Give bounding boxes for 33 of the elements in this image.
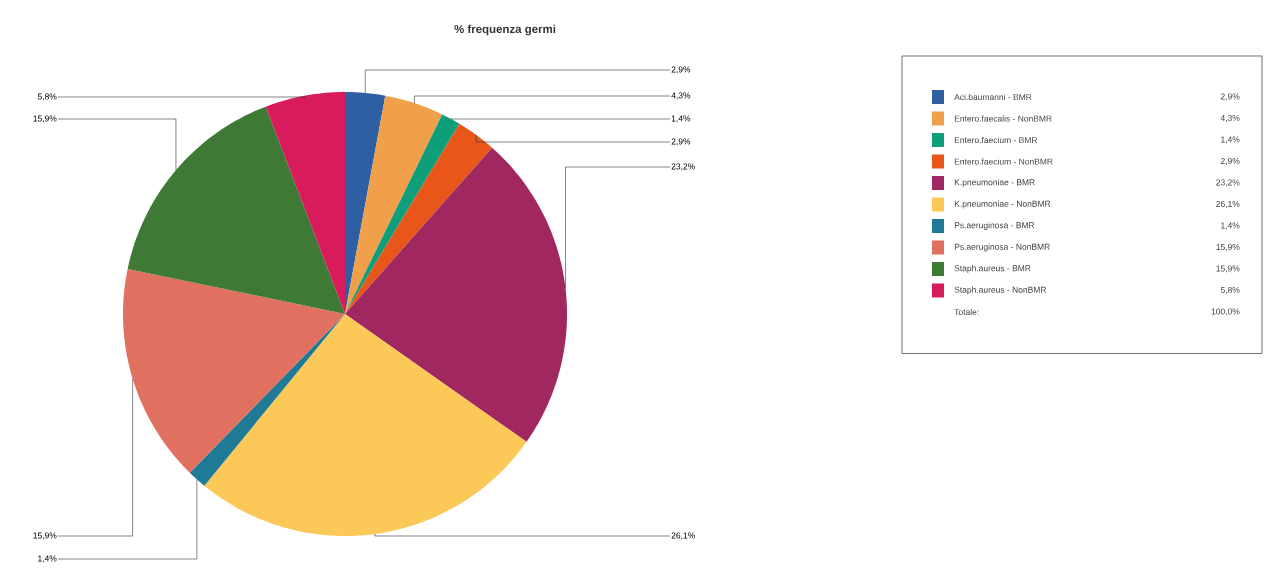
data-label: 4,3% [671, 92, 691, 100]
text: 4,3% [1220, 115, 1240, 122]
text: 15,9% [1216, 244, 1240, 251]
legend-label: Ps.aeruginosa - BMR [954, 222, 1035, 230]
chart-title: % frequenza germi [454, 24, 556, 36]
data-label: 15,9% [33, 115, 57, 123]
text: 23,2% [1216, 179, 1240, 187]
legend-label: K.pneumoniae - NonBMR [954, 200, 1051, 209]
legend-label: Ps.aeruginosa - NonBMR [954, 243, 1050, 252]
legend-label: K.pneumoniae - BMR [954, 179, 1035, 187]
legend-label: Entero.faecium - BMR [954, 136, 1038, 144]
legend-label: Staph.aureus - NonBMR [954, 286, 1047, 295]
legend-label: Entero.faecalis - NonBMR [954, 115, 1052, 122]
data-label: 5,8% [37, 93, 57, 101]
legend-label: Entero.faecium - NonBMR [954, 158, 1053, 165]
text: Totale: [954, 308, 979, 316]
text: 26,1% [1216, 201, 1240, 208]
text: 2,9% [1220, 93, 1240, 101]
text: 15,9% [1216, 265, 1240, 273]
text: 5,8% [1220, 287, 1240, 294]
data-label: 2,9% [671, 66, 691, 74]
data-label: 1,4% [671, 115, 691, 123]
data-label: 1,4% [38, 555, 57, 563]
data-label: 26,1% [671, 532, 695, 540]
text: 1,4% [1221, 222, 1240, 230]
data-label: 15,9% [33, 532, 57, 540]
legend-label: Aci.baumanni - BMR [954, 93, 1032, 101]
text: 100,0% [1211, 308, 1240, 316]
text: 2,9% [1220, 158, 1240, 165]
data-label: 2,9% [671, 138, 691, 146]
legend-label: Staph.aureus - BMR [954, 265, 1031, 273]
text: 1,4% [1221, 136, 1240, 144]
data-label: 23,2% [671, 163, 695, 171]
